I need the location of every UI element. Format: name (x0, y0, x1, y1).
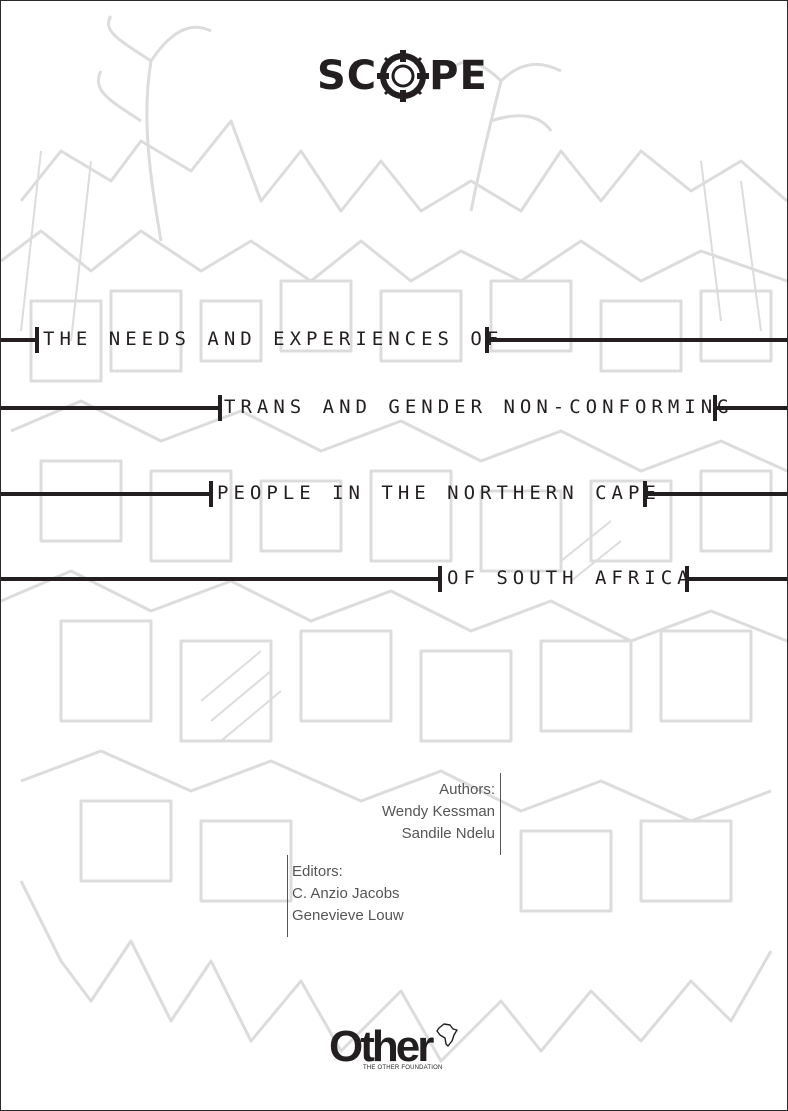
authors-divider (500, 773, 501, 855)
scope-logo-right: PE (429, 53, 488, 99)
editors-block: Editors: C. Anzio Jacobs Genevieve Louw (292, 861, 492, 927)
other-foundation-subtitle: THE OTHER FOUNDATION (363, 1065, 443, 1071)
title-rule-left (1, 492, 211, 496)
scope-logo: SC PE (317, 50, 488, 102)
scope-target-icon (377, 50, 430, 102)
title-line-1: THE NEEDS AND EXPERIENCES OF (43, 328, 504, 350)
title-rule-left (1, 406, 221, 410)
title-rule-left (1, 577, 441, 581)
title-line-3: PEOPLE IN THE NORTHERN CAPE (217, 482, 661, 504)
title-line-2: TRANS AND GENDER NON-CONFORMING (224, 396, 734, 418)
title-rule-right (715, 406, 787, 410)
other-foundation-logo: Other (329, 1022, 434, 1071)
title-tick (209, 481, 213, 507)
title-tick (218, 395, 222, 421)
title-tick (438, 566, 442, 592)
title-rule-right (487, 338, 787, 342)
author-name: Sandile Ndelu (401, 825, 495, 842)
editor-name: Genevieve Louw (292, 907, 404, 924)
editors-divider (287, 855, 288, 937)
editor-name: C. Anzio Jacobs (292, 885, 400, 902)
title-rule-right (645, 492, 787, 496)
africa-map-icon (436, 1023, 458, 1047)
authors-block: Authors: Wendy Kessman Sandile Ndelu (331, 779, 495, 845)
editors-label: Editors: (292, 863, 343, 880)
title-line-4: OF SOUTH AFRICA (447, 567, 694, 589)
author-name: Wendy Kessman (381, 803, 495, 820)
authors-label: Authors: (439, 781, 495, 798)
scope-logo-left: SC (317, 53, 378, 99)
title-rule-left (1, 338, 37, 342)
title-rule-right (687, 577, 787, 581)
title-tick (35, 327, 39, 353)
